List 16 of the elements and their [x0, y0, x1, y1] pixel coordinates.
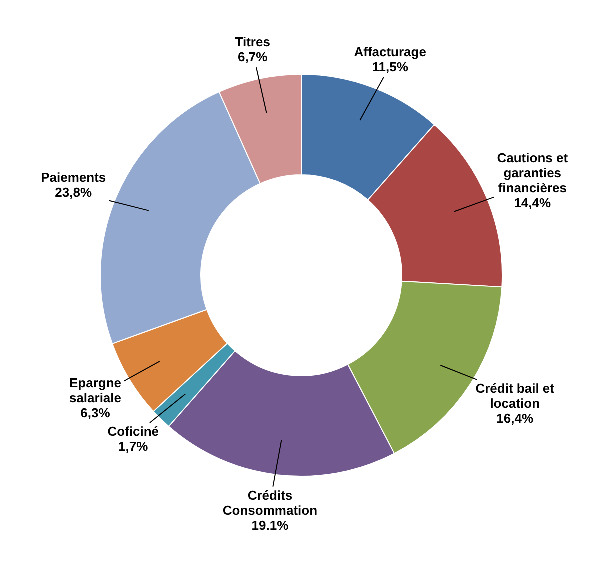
slice-label: Titres [235, 34, 270, 50]
data-label: 19.1% [252, 518, 290, 533]
slice-label: Paiements [41, 170, 106, 185]
data-label: 14,4% [514, 195, 552, 210]
slice-label: Crédit bail et location [476, 381, 556, 412]
slice-label: Epargne salariale [69, 375, 122, 406]
data-label: 1,7% [118, 439, 149, 454]
slice-label: Cautions et garanties financières [497, 150, 569, 196]
data-label: 23,8% [55, 184, 92, 200]
data-label: 6,3% [80, 405, 111, 420]
slice-label: Crédits Consommation [222, 488, 318, 518]
slice-label: Coficiné [108, 424, 160, 440]
data-label: 6,7% [238, 50, 268, 65]
data-label: 16,4% [496, 411, 534, 426]
data-label: 11,5% [372, 59, 409, 74]
slice-label: Affacturage [354, 44, 426, 60]
